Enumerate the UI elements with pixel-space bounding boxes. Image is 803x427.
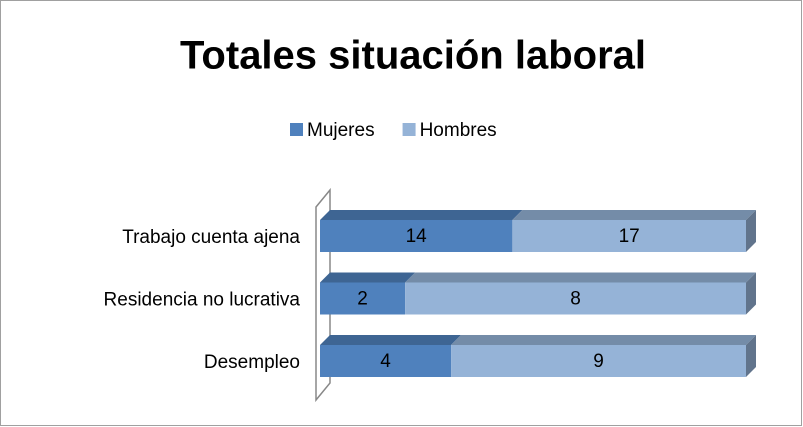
data-label: 2 (357, 289, 368, 310)
bar (405, 282, 746, 315)
data-label: 14 (406, 226, 428, 247)
legend-swatch (402, 123, 416, 136)
legend-swatch (290, 123, 303, 136)
y-tick-label: Trabajo cuenta ajena (122, 227, 300, 248)
bar (512, 220, 746, 252)
data-label: 17 (619, 226, 640, 247)
bar (320, 345, 452, 377)
chart-title: Totales situación laboral (180, 34, 646, 78)
bar-top (451, 335, 756, 345)
y-tick-label: Desempleo (204, 352, 300, 373)
bar (320, 282, 406, 315)
bar-side (746, 335, 756, 377)
bar (320, 220, 513, 252)
data-label: 4 (380, 351, 391, 372)
legend-label: Mujeres (307, 120, 375, 141)
bar-top (512, 210, 756, 220)
data-label: 9 (593, 351, 604, 372)
bar-top (320, 272, 416, 283)
bar (451, 345, 746, 377)
bar-side (746, 272, 756, 315)
y-tick-label: Residencia no lucrativa (104, 290, 301, 311)
bar-top (405, 272, 756, 283)
data-label: 8 (570, 289, 581, 310)
bar-top (320, 210, 523, 220)
legend-label: Hombres (420, 120, 497, 141)
bar-top (320, 335, 462, 345)
bar-side (746, 210, 756, 252)
